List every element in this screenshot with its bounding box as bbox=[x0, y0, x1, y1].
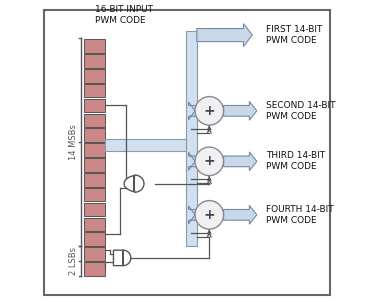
Bar bbox=[85, 203, 105, 216]
Polygon shape bbox=[113, 250, 131, 266]
Circle shape bbox=[195, 97, 224, 125]
Text: THIRD 14-BIT
PWM CODE: THIRD 14-BIT PWM CODE bbox=[266, 151, 325, 171]
Text: +: + bbox=[203, 104, 215, 118]
Bar bbox=[85, 128, 105, 142]
Polygon shape bbox=[197, 24, 252, 47]
Bar bbox=[85, 84, 105, 98]
Circle shape bbox=[195, 200, 224, 229]
Text: 16-BIT INPUT
PWM CODE: 16-BIT INPUT PWM CODE bbox=[95, 5, 153, 25]
Text: +: + bbox=[203, 208, 215, 222]
Bar bbox=[85, 54, 105, 68]
Bar bbox=[85, 173, 105, 187]
Text: SECOND 14-BIT
PWM CODE: SECOND 14-BIT PWM CODE bbox=[266, 101, 335, 121]
Text: 14 MSBs: 14 MSBs bbox=[69, 124, 78, 160]
Bar bbox=[85, 232, 105, 246]
Bar bbox=[85, 99, 105, 112]
Bar bbox=[85, 262, 105, 276]
Polygon shape bbox=[188, 102, 197, 120]
Polygon shape bbox=[224, 152, 257, 171]
Bar bbox=[85, 188, 105, 201]
Text: FIRST 14-BIT
PWM CODE: FIRST 14-BIT PWM CODE bbox=[266, 25, 322, 45]
Bar bbox=[85, 218, 105, 231]
FancyBboxPatch shape bbox=[45, 10, 329, 295]
Bar bbox=[85, 39, 105, 53]
Bar bbox=[85, 143, 105, 157]
Bar bbox=[85, 247, 105, 261]
Bar bbox=[85, 158, 105, 172]
Bar bbox=[186, 31, 197, 246]
Bar bbox=[85, 69, 105, 82]
Text: 2 LSBs: 2 LSBs bbox=[69, 247, 78, 275]
Bar bbox=[85, 113, 105, 127]
Polygon shape bbox=[224, 101, 257, 120]
Text: FOURTH 14-BIT
PWM CODE: FOURTH 14-BIT PWM CODE bbox=[266, 205, 333, 225]
Circle shape bbox=[195, 147, 224, 175]
Polygon shape bbox=[188, 206, 197, 224]
Polygon shape bbox=[124, 175, 144, 192]
Polygon shape bbox=[188, 152, 197, 170]
Polygon shape bbox=[224, 205, 257, 224]
Bar bbox=[105, 139, 186, 151]
Text: +: + bbox=[203, 154, 215, 168]
